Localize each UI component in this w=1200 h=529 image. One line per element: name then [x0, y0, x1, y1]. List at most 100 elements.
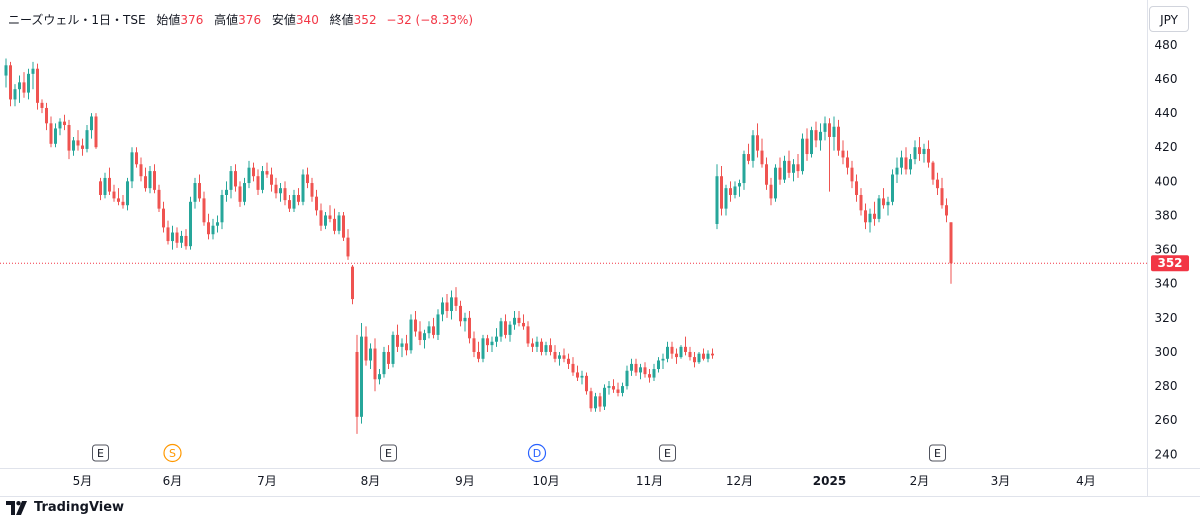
candle-body-down — [702, 353, 705, 359]
candle-body-down — [540, 341, 543, 352]
candle-body-down — [940, 188, 944, 206]
candle-body-down — [162, 208, 165, 228]
candle-body-down — [531, 343, 534, 347]
candle-body-up — [819, 131, 822, 141]
candle-body-down — [634, 363, 638, 373]
candle-body-down — [918, 147, 921, 155]
time-tick-label: 11月 — [636, 474, 663, 488]
candle-body-up — [292, 194, 296, 209]
candle-body-up — [558, 355, 561, 359]
time-tick-label: 5月 — [73, 474, 93, 488]
price-tick-label: 400 — [1155, 174, 1178, 188]
earnings-event-marker — [929, 444, 946, 462]
time-tick-label: 10月 — [532, 474, 559, 488]
candle-body-down — [904, 157, 908, 170]
candle-body-up — [85, 130, 89, 149]
candle-body-up — [625, 370, 629, 387]
earnings-event-label: E — [934, 447, 941, 460]
candle-body-down — [855, 181, 858, 195]
candle-body-up — [220, 194, 224, 223]
candle-body-down — [9, 65, 12, 100]
candle-body-down — [94, 116, 98, 148]
candle-body-down — [616, 389, 620, 393]
candle-body-down — [198, 183, 201, 199]
time-tick-label: 9月 — [455, 474, 475, 488]
candle-body-down — [157, 189, 161, 209]
candle-body-down — [850, 167, 854, 182]
candle-body-down — [643, 367, 647, 375]
candle-body-down — [805, 138, 809, 155]
candle-body-up — [301, 174, 305, 202]
candle-body-up — [13, 89, 17, 100]
candle-body-up — [382, 351, 386, 375]
candle-body-up — [679, 346, 683, 358]
price-tick-label: 260 — [1155, 413, 1178, 427]
candle-body-up — [913, 147, 917, 160]
candle-body-down — [351, 266, 354, 300]
candle-body-down — [418, 331, 422, 341]
candle-body-down — [184, 235, 188, 247]
candle-body-down — [859, 194, 863, 211]
candle-body-down — [49, 123, 53, 144]
candle-body-up — [733, 186, 737, 195]
candle-body-down — [589, 391, 593, 409]
candle-body-up — [378, 374, 381, 380]
brand-label: TradingView — [34, 500, 125, 515]
candle-body-down — [297, 194, 300, 202]
candle-body-down — [846, 157, 849, 168]
candle-body-down — [112, 191, 116, 199]
candle-body-up — [666, 346, 669, 359]
candle-body-up — [481, 338, 485, 359]
open-value: 376 — [180, 13, 204, 27]
candle-body-down — [814, 130, 818, 141]
candle-body-up — [450, 297, 453, 312]
candle-body-up — [180, 235, 183, 243]
candle-body-up — [436, 314, 440, 335]
candle-body-up — [544, 345, 548, 352]
candle-body-down — [202, 198, 206, 223]
earnings-event-label: E — [97, 447, 104, 460]
candle-body-down — [288, 200, 291, 209]
earnings-event-label: E — [385, 447, 392, 460]
time-tick-label: 2025 — [813, 474, 846, 488]
candle-body-down — [234, 171, 237, 187]
candle-body-down — [567, 358, 570, 364]
candle-body-down — [949, 222, 953, 264]
candle-body-up — [279, 188, 282, 194]
candle-body-up — [630, 363, 633, 371]
candle-body-up — [72, 140, 75, 151]
candle-body-down — [517, 317, 521, 323]
candle-body-up — [535, 341, 539, 347]
last-price-badge — [1151, 255, 1189, 272]
candle-body-down — [522, 322, 525, 327]
candle-body-down — [207, 222, 210, 235]
candle-body-down — [553, 351, 557, 359]
candle-body-down — [117, 198, 120, 202]
candle-body-up — [189, 201, 192, 247]
candle-body-up — [823, 123, 827, 132]
candle-body-down — [252, 167, 255, 177]
candle-body-up — [607, 386, 611, 388]
candle-body-up — [877, 198, 881, 219]
candle-body-up — [171, 232, 174, 242]
candle-body-down — [765, 164, 768, 185]
symbol-title: ニーズウェル・1日・TSE — [8, 13, 146, 27]
candle-body-up — [661, 358, 665, 361]
candle-body-down — [828, 123, 831, 137]
currency-button[interactable]: JPY — [1149, 6, 1189, 32]
high-label: 高値 — [214, 13, 239, 27]
tradingview-brand[interactable]: TradingView — [6, 500, 124, 515]
candle-body-down — [405, 343, 408, 351]
candle-body-up — [810, 130, 813, 155]
price-tick-label: 380 — [1155, 208, 1178, 222]
candle-body-up — [148, 171, 152, 189]
price-tick-label: 240 — [1155, 447, 1178, 461]
candle-body-up — [621, 386, 624, 393]
price-tick-label: 460 — [1155, 72, 1178, 86]
candle-body-down — [796, 164, 800, 172]
candle-body-down — [306, 174, 309, 184]
candle-body-up — [337, 215, 341, 231]
candle-body-down — [121, 201, 125, 206]
